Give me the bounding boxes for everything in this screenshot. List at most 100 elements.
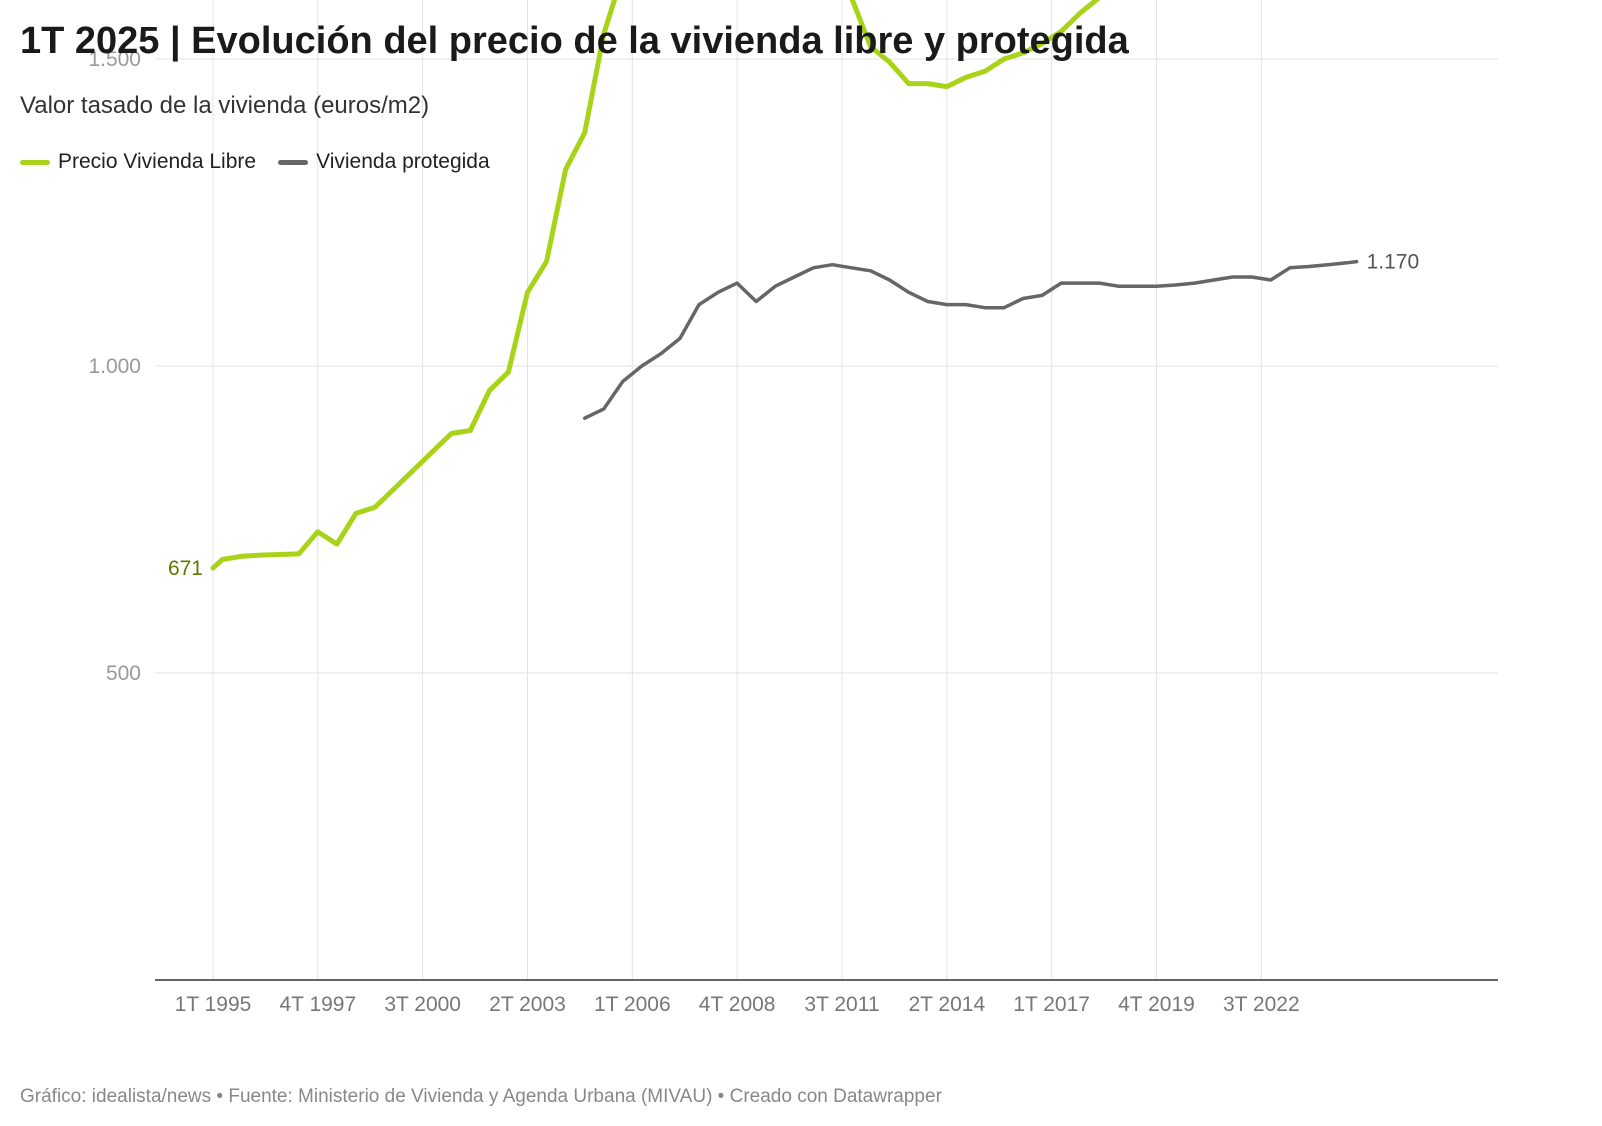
data-point [640,364,643,368]
data-point [1060,281,1063,285]
data-point [488,389,491,392]
data-point [297,552,300,556]
data-point [1288,266,1292,269]
legend: Precio Vivienda Libre Vivienda protegida [20,150,490,174]
data-point [1231,275,1234,279]
data-point [221,558,224,561]
x-tick-label: 3T 2011 [804,993,879,1016]
data-point [1021,297,1025,300]
grid-lines: 1T 1995 4T 1997 3T 2000 2T 2003 1T 2006 4T 20… [88,0,1498,1016]
data-point [888,60,891,64]
data-point [964,76,968,79]
data-point [1212,278,1215,282]
data-point [888,278,891,282]
data-point [1136,285,1139,288]
x-tick-label: 3T 2022 [1223,993,1300,1016]
data-point [411,469,415,472]
data-point [1174,283,1177,287]
data-point [469,429,472,432]
data-point [450,432,453,435]
data-point [1098,281,1101,285]
data-point [278,553,281,556]
data-point [602,407,605,411]
data-point [1193,281,1196,285]
legend-item-protegida: Vivienda protegida [278,150,490,174]
data-point [697,303,701,306]
data-point [602,33,605,36]
legend-item-libre: Precio Vivienda Libre [20,150,256,174]
data-point [678,337,682,340]
data-point [392,487,396,490]
x-tick-label: 3T 2000 [384,993,461,1016]
chart-subtitle: Valor tasado de la vivienda (euros/m2) [20,92,430,119]
data-point [926,300,929,303]
data-point [507,370,510,374]
data-point [1345,261,1349,264]
data-point [774,285,777,288]
end-value-label: 1.170 [1367,251,1420,274]
data-point [1326,263,1330,266]
data-point [583,131,586,134]
data-point [1079,281,1082,285]
legend-label-protegida: Vivienda protegida [316,150,490,173]
start-value-label: 671 [168,557,203,580]
data-point [316,530,319,533]
data-point [850,266,853,269]
data-point [211,566,215,570]
data-point [1155,285,1158,288]
x-tick-label: 1T 1995 [175,993,252,1016]
x-tick-label: 1T 2006 [594,993,671,1016]
legend-label-libre: Precio Vivienda Libre [58,150,257,173]
x-tick-label: 2T 2003 [489,993,566,1016]
data-point [926,82,929,85]
data-point [659,352,663,355]
data-point [564,168,567,171]
data-point [545,260,548,263]
data-point [526,291,529,294]
data-point [259,553,262,557]
data-point [983,306,987,309]
data-point [907,291,910,294]
data-point [793,275,796,279]
x-tick-label: 2T 2014 [908,993,985,1016]
chart-footer: Gráfico: idealista/news • Fuente: Minist… [20,1086,942,1107]
data-point [831,263,834,266]
data-point [1002,57,1006,61]
data-point [735,281,739,285]
data-point [755,300,758,303]
data-point [1040,294,1044,297]
data-point [964,303,968,306]
data-point [1307,265,1311,268]
data-point [354,512,358,515]
data-point [583,417,586,420]
y-tick-label: 1.500 [88,48,141,71]
chart-title: 1T 2025 | Evolución del precio de la viv… [20,20,1129,62]
series-line-protegida [582,259,1359,420]
data-point [335,542,339,546]
y-tick-label: 1.000 [88,355,141,378]
data-point [1079,11,1082,15]
data-point [716,291,720,294]
data-point [983,70,987,73]
legend-swatch-protegida [278,159,309,165]
data-point [869,45,872,48]
labels-group: 2.0336711.170 [168,251,1420,580]
data-point [907,82,910,85]
data-point [1002,306,1006,309]
legend-swatch-libre [20,159,50,165]
data-point [1355,260,1358,263]
data-point [1060,30,1063,33]
data-point [945,85,948,88]
x-tick-label: 4T 2008 [699,993,776,1016]
data-point [812,266,815,269]
series-line-libre [210,0,1101,571]
x-tick-label: 4T 1997 [279,993,356,1016]
data-point [1269,278,1273,282]
series-group [210,0,1359,571]
data-point [869,269,872,272]
data-point [431,450,434,454]
data-point [621,380,624,383]
x-tick-label: 4T 2019 [1118,993,1195,1016]
x-tick-label: 1T 2017 [1013,993,1090,1016]
